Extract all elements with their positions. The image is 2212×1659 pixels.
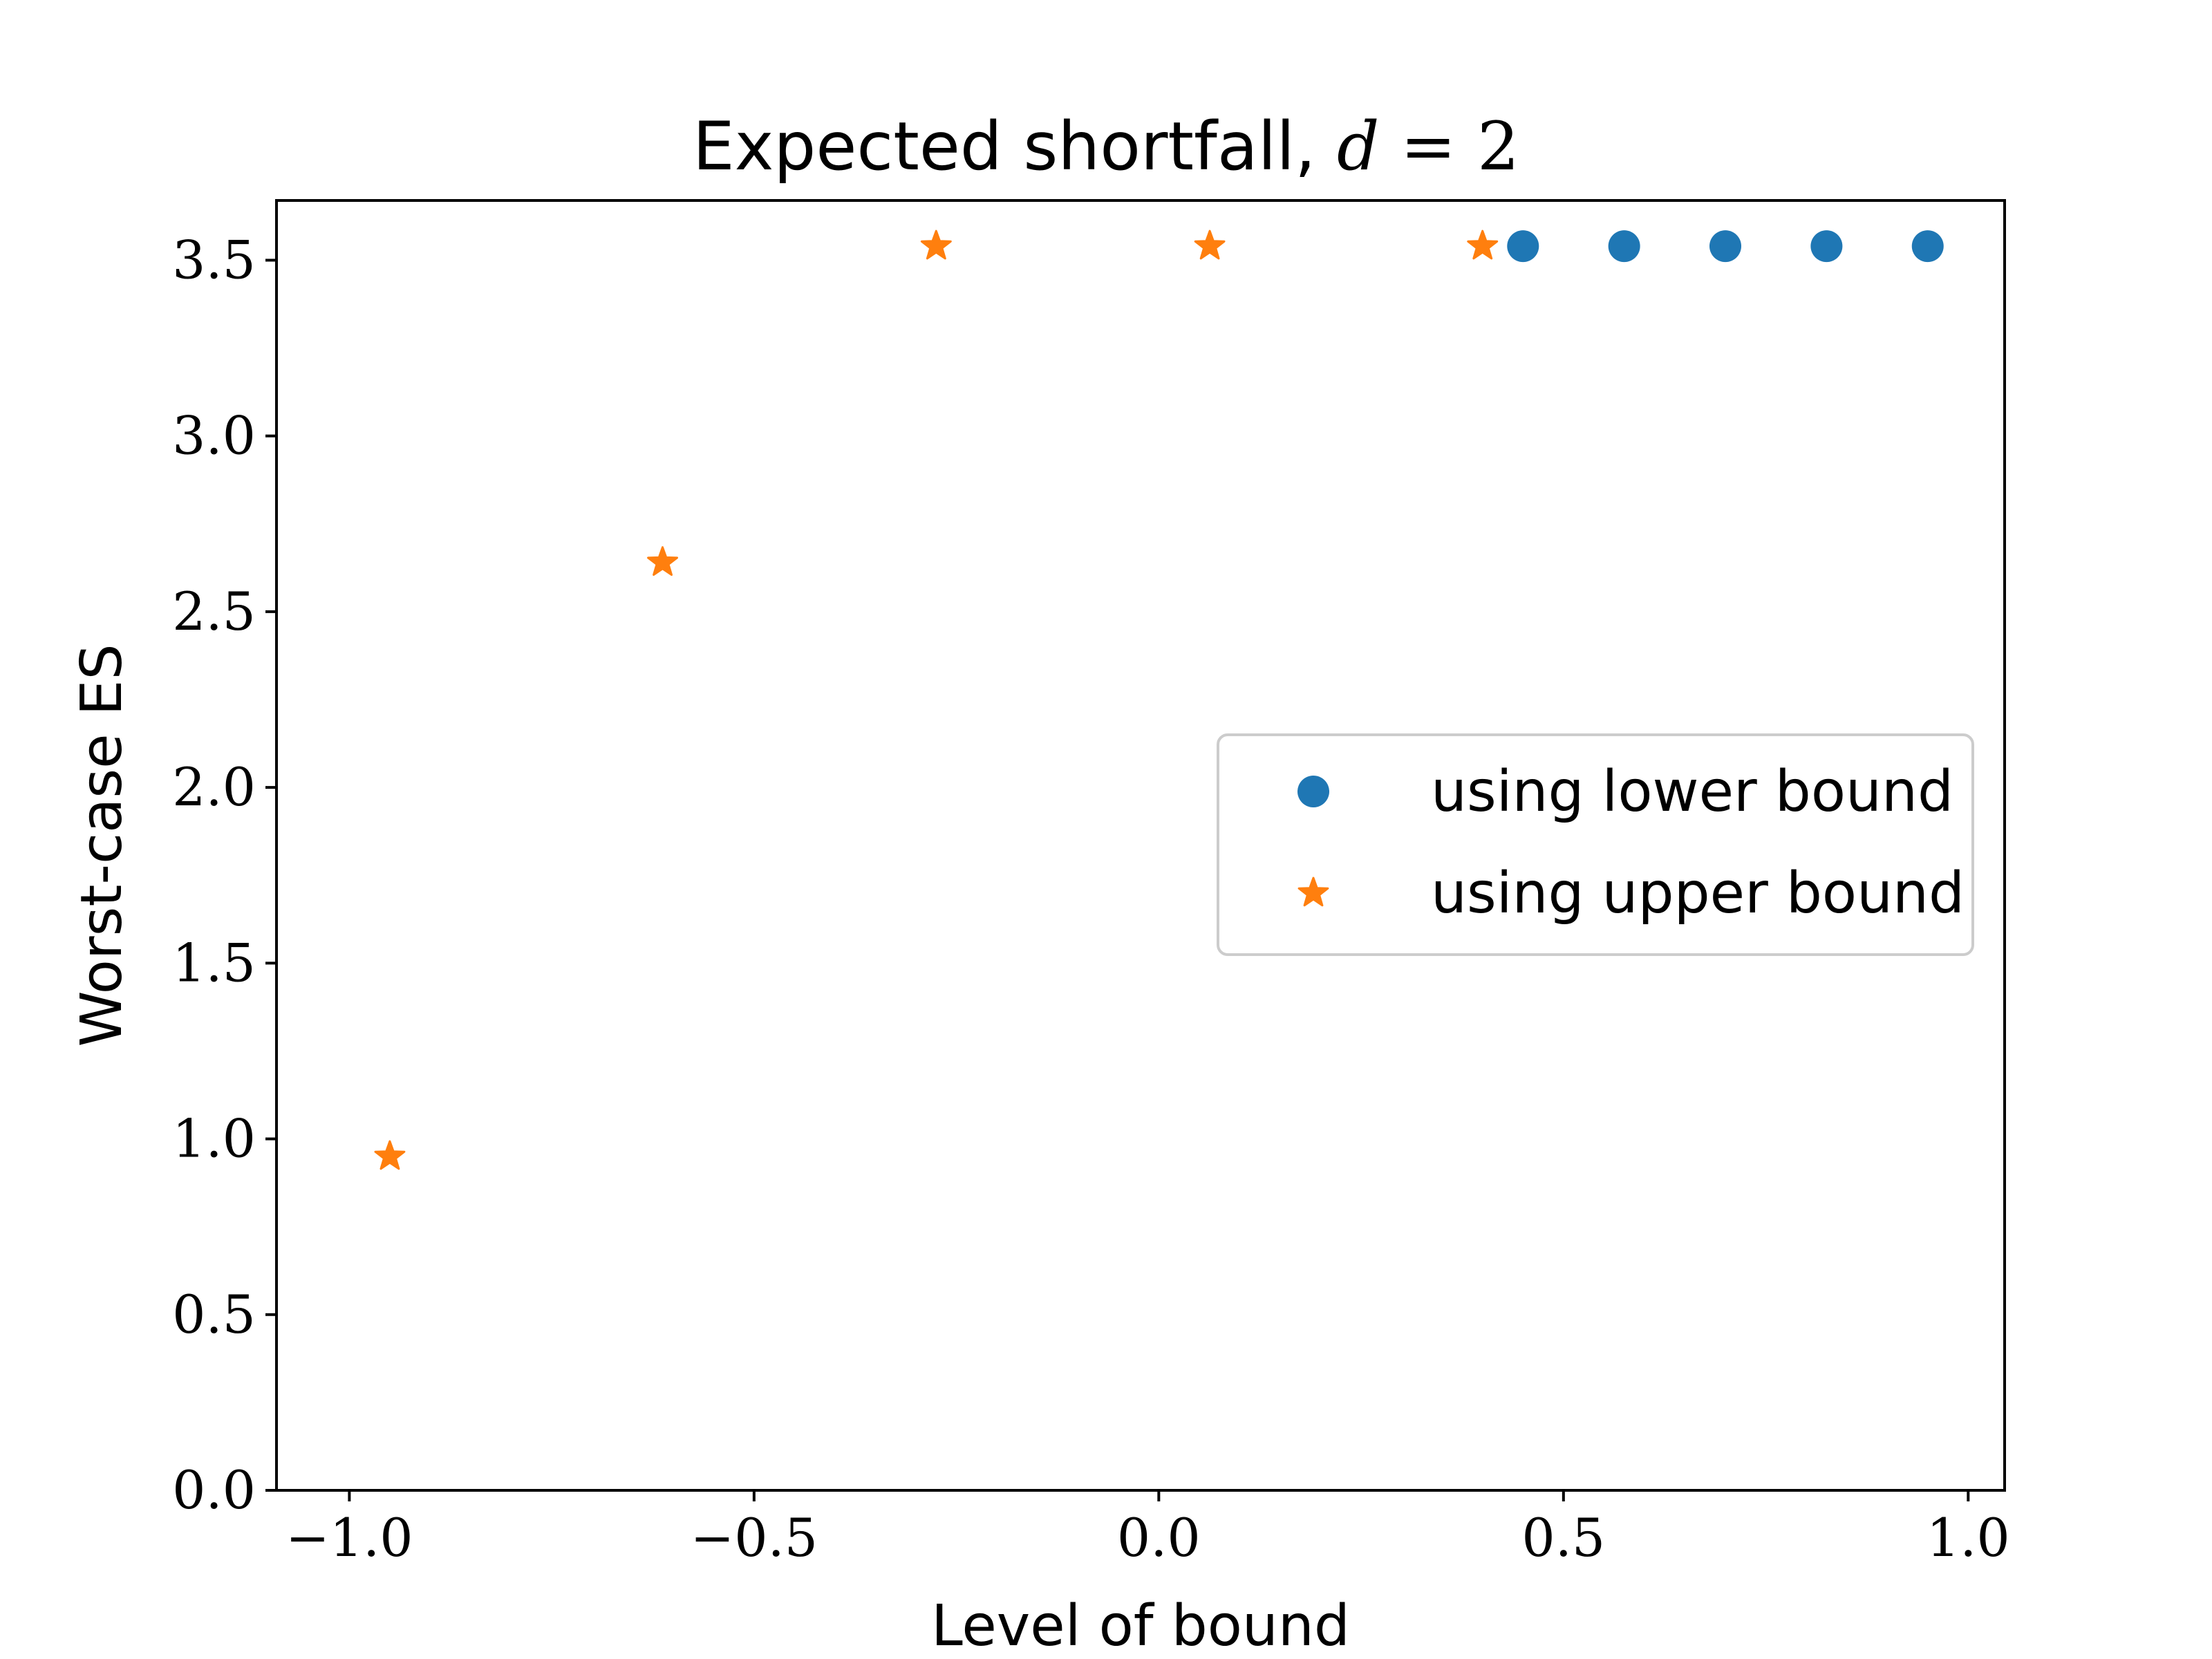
- circle-point: [1608, 230, 1640, 263]
- legend-marker-2: [1297, 877, 1329, 907]
- series-1: [1507, 230, 1944, 263]
- x-tick-label: −1.0: [285, 1507, 413, 1568]
- circle-point: [1709, 230, 1742, 263]
- circle-point: [1507, 230, 1539, 263]
- y-tick-label: 1.0: [172, 1108, 256, 1170]
- data-points: [374, 229, 1944, 1170]
- chart-title: Expected shortfall, d = 2: [693, 108, 1519, 185]
- legend-label-1: using lower bound: [1431, 759, 1953, 825]
- x-tick-label: 1.0: [1927, 1507, 2010, 1568]
- x-axis-label: Level of bound: [931, 1593, 1350, 1659]
- star-point: [920, 229, 952, 260]
- legend-label-2: using upper bound: [1431, 861, 1965, 926]
- y-tick-label: 0.0: [172, 1459, 256, 1521]
- circle-point: [1810, 230, 1843, 263]
- legend-frame: [1217, 733, 1974, 956]
- x-tick-label: 0.0: [1117, 1507, 1201, 1568]
- plot-area: [275, 199, 2006, 1492]
- star-point: [1194, 229, 1226, 260]
- y-tick-label: 1.5: [172, 932, 256, 993]
- star-point: [1467, 229, 1499, 260]
- y-tick-label: 2.5: [172, 581, 256, 642]
- y-tick-label: 0.5: [172, 1284, 256, 1345]
- y-axis-ticks: 0.0 0.5 1.0 1.5 2.0 2.5 3.0 3.5: [172, 229, 276, 1521]
- circle-point: [1911, 230, 1944, 263]
- series-2: [374, 229, 1499, 1170]
- y-tick-label: 3.5: [172, 229, 256, 290]
- star-point: [647, 546, 678, 576]
- x-tick-label: −0.5: [691, 1507, 818, 1568]
- legend-marker-1: [1297, 776, 1329, 807]
- y-tick-label: 3.0: [172, 405, 256, 467]
- y-axis-label: Worst-case ES: [69, 644, 135, 1047]
- star-point: [374, 1140, 406, 1170]
- y-tick-label: 2.0: [172, 756, 256, 818]
- x-axis-ticks: −1.0 −0.5 0.0 0.5 1.0: [285, 1490, 2010, 1568]
- legend: using lower bound using upper bound: [1217, 733, 1974, 956]
- x-tick-label: 0.5: [1521, 1507, 1605, 1568]
